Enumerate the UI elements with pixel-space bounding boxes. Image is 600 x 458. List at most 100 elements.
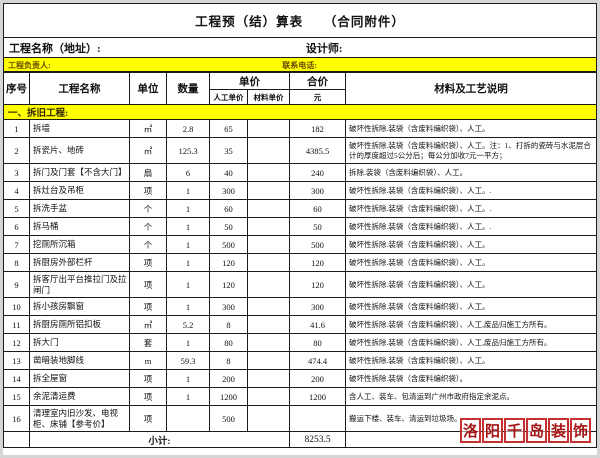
cell-labor: 300 xyxy=(209,181,248,200)
cell-total: 4385.5 xyxy=(289,137,346,164)
cell-no: 16 xyxy=(3,405,30,432)
page-title: 工程预（结）算表 （合同附件） xyxy=(195,15,405,29)
cell-note: 破坏性拆除.装袋（含废料编织袋）、人工。. xyxy=(345,181,597,200)
cell-labor: 500 xyxy=(209,405,248,432)
cell-material xyxy=(247,137,290,164)
cell-labor: 40 xyxy=(209,163,248,182)
cell-note: 破坏性拆除.装袋（含废料编织袋）、人工。 xyxy=(345,351,597,370)
cell-material xyxy=(247,217,290,236)
col-header-name: 工程名称 xyxy=(29,72,130,105)
cell-name: 拆灶台及吊柜 xyxy=(29,181,130,200)
cell-unit: 个 xyxy=(129,217,167,236)
cell-name: 凿暗装地脚线 xyxy=(29,351,130,370)
cell-material xyxy=(247,351,290,370)
cell-name: 拆马桶 xyxy=(29,217,130,236)
table-row: 6 拆马桶个 1 50 50 破坏性拆除.装袋（含废料编织袋）、人工。. xyxy=(3,217,597,236)
cell-total: 120 xyxy=(289,271,346,298)
cell-qty: 5.2 xyxy=(166,315,210,334)
estimate-sheet-page: 工程预（结）算表 （合同附件） 工程名称（地址）: 设计师: 工程负责人: 联系… xyxy=(3,3,597,455)
cell-unit: 套 xyxy=(129,333,167,352)
cell-labor: 120 xyxy=(209,271,248,298)
cell-no: 1 xyxy=(3,119,30,138)
cell-total: 500 xyxy=(289,235,346,254)
cell-material xyxy=(247,163,290,182)
section-title: 一、拆旧工程: xyxy=(3,104,597,120)
cell-note: 破坏性拆除.装袋（含废料编织袋）、人工。注：1、打拆的瓷砖与水泥层合计的厚度超过… xyxy=(345,137,597,164)
cell-note: 破坏性拆除.装袋（含废料编织袋）。 xyxy=(345,369,597,388)
cell-total: 474.4 xyxy=(289,351,346,370)
cell-name: 拆客厅出平台推拉门及拉闸门 xyxy=(29,271,130,298)
cell-labor: 80 xyxy=(209,333,248,352)
cell-total: 300 xyxy=(289,297,346,316)
cell-labor: 50 xyxy=(209,217,248,236)
table-row: 13 凿暗装地脚线 m 59.3 8 474.4 破坏性拆除.装袋（含废料编织袋）、人工。 xyxy=(3,351,597,370)
cell-material xyxy=(247,199,290,218)
cell-note: 破坏性拆除.装袋（含废料编织袋）、人工。 xyxy=(345,297,597,316)
table-row: 10 拆小孩房飘窗项 1 300 300 破坏性拆除.装袋（含废料编织袋）、人工。 xyxy=(3,297,597,316)
cell-total: 200 xyxy=(289,369,346,388)
col-header-unit-price: 单价 xyxy=(209,72,290,90)
cell-qty: 2.8 xyxy=(166,119,210,138)
cell-qty xyxy=(166,405,210,432)
cell-note: 破坏性拆除.装袋（含废料编织袋）、人工。. xyxy=(345,199,597,218)
cell-note: 拆除.装袋（含废料编织袋）、人工。 xyxy=(345,163,597,182)
cell-name: 拆洗手盆 xyxy=(29,199,130,218)
cell-no: 13 xyxy=(3,351,30,370)
cell-material xyxy=(247,271,290,298)
cell-labor: 8 xyxy=(209,351,248,370)
cell-unit: 个 xyxy=(129,199,167,218)
project-manager-label: 工程负责人: xyxy=(8,61,51,70)
company-watermark: 洛阳千岛装饰 xyxy=(460,418,591,443)
cell-unit: 项 xyxy=(129,405,167,432)
cell-qty: 1 xyxy=(166,199,210,218)
subtotal-label: 小计: xyxy=(29,431,290,448)
cell-material xyxy=(247,369,290,388)
cell-material xyxy=(247,181,290,200)
table-row: 9 拆客厅出平台推拉门及拉闸门项 1 120 120 破坏性拆除.装袋（含废料编织袋）、人… xyxy=(3,271,597,298)
cell-labor: 35 xyxy=(209,137,248,164)
cell-unit: 项 xyxy=(129,387,167,406)
cell-qty: 1 xyxy=(166,369,210,388)
cell-material xyxy=(247,235,290,254)
cell-material xyxy=(247,405,290,432)
cell-no: 4 xyxy=(3,181,30,200)
cell-note: 含人工、装车、包清运到广州市政府指定余泥点。 xyxy=(345,387,597,406)
cell-name: 拆墙 xyxy=(29,119,130,138)
cell-total: 60 xyxy=(289,199,346,218)
col-header-material-price: 材料单价 xyxy=(247,89,290,105)
table-row: 4 拆灶台及吊柜项 1 300 300 破坏性拆除.装袋（含废料编织袋）、人工。. xyxy=(3,181,597,200)
cell-qty: 1 xyxy=(166,181,210,200)
table-row: 16 清理室内旧沙发、电视柜、床铺【参考价】项 500 搬运下楼、装车、清运到垃圾场。 xyxy=(3,405,597,432)
cell-unit: 项 xyxy=(129,253,167,272)
subtotal-empty-no xyxy=(3,431,30,448)
cell-no: 14 xyxy=(3,369,30,388)
cell-name: 挖厕所沉箱 xyxy=(29,235,130,254)
cell-total: 50 xyxy=(289,217,346,236)
project-name-label: 工程名称（地址）: xyxy=(9,43,101,55)
cell-no: 3 xyxy=(3,163,30,182)
cell-unit: ㎡ xyxy=(129,137,167,164)
table-row: 14 拆全屋窗项 1 200 200 破坏性拆除.装袋（含废料编织袋）。 xyxy=(3,369,597,388)
cell-note: 破坏性拆除.装袋（含废料编织袋）、人工,废品归施工方所有。 xyxy=(345,315,597,334)
watermark-char: 洛 xyxy=(460,418,481,443)
cell-no: 10 xyxy=(3,297,30,316)
cell-qty: 1 xyxy=(166,297,210,316)
cell-unit: ㎡ xyxy=(129,119,167,138)
cell-material xyxy=(247,315,290,334)
cell-unit: 扇 xyxy=(129,163,167,182)
cell-qty: 1 xyxy=(166,271,210,298)
cell-name: 余泥清运费 xyxy=(29,387,130,406)
cell-material xyxy=(247,297,290,316)
table-row: 12 拆大门套 1 80 80 破坏性拆除.装袋（含废料编织袋）、人工,废品归施工方所有。 xyxy=(3,333,597,352)
col-header-unit: 单位 xyxy=(129,72,167,105)
table-row: 8 拆厨房外部栏杆项 1 120 120 破坏性拆除.装袋（含废料编织袋）、人工。 xyxy=(3,253,597,272)
table-row: 15 余泥清运费项 1 1200 1200 含人工、装车、包清运到广州市政府指定余泥点。 xyxy=(3,387,597,406)
cell-unit: 项 xyxy=(129,181,167,200)
cell-unit: 项 xyxy=(129,271,167,298)
cell-no: 5 xyxy=(3,199,30,218)
cell-name: 拆全屋窗 xyxy=(29,369,130,388)
col-header-labor-price: 人工单价 xyxy=(209,89,248,105)
cell-labor: 60 xyxy=(209,199,248,218)
col-header-no: 序号 xyxy=(3,72,30,105)
